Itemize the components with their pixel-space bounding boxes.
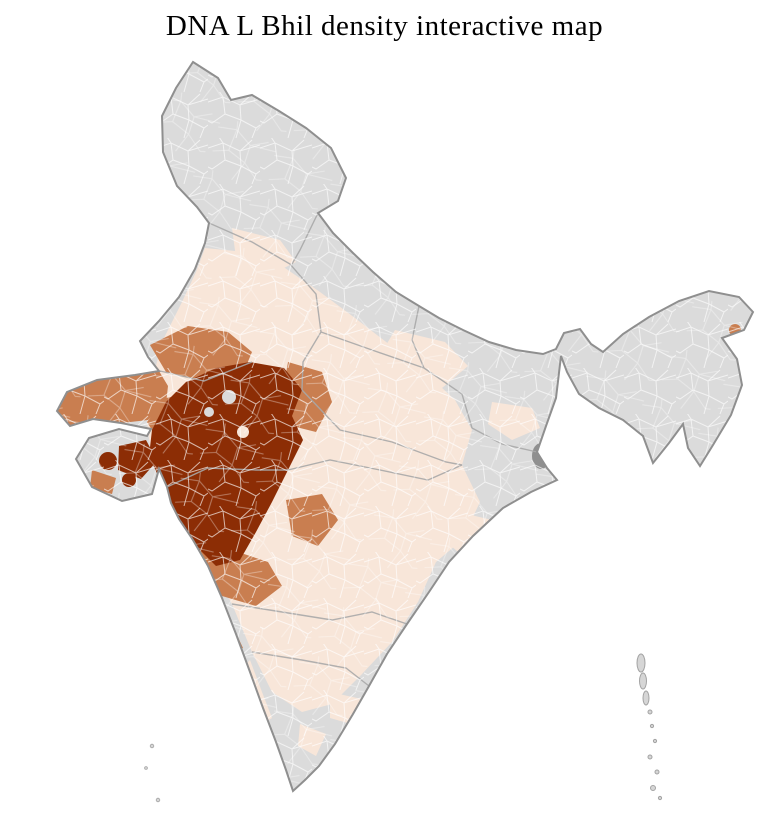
lakshadweep-islands[interactable] [144,743,161,803]
india-outer-border [55,60,755,793]
page-title: DNA L Bhil density interactive map [165,10,604,42]
andaman-nicobar-islands[interactable] [636,653,663,801]
